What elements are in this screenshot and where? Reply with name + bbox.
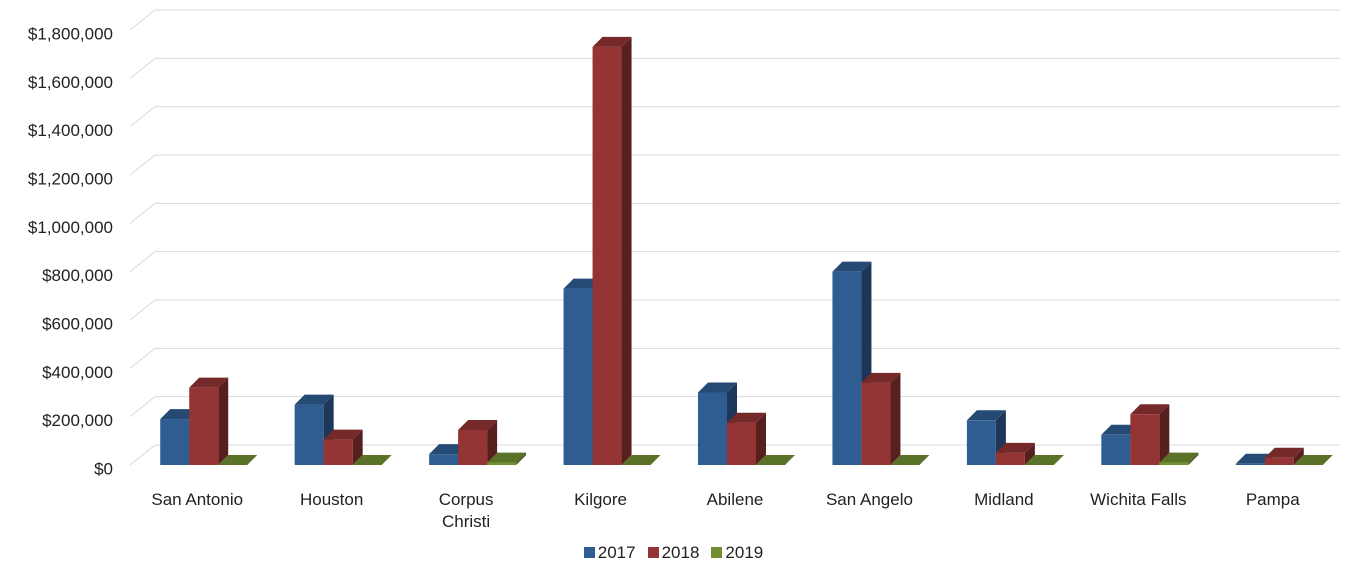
bar-top [861,372,901,383]
bar [294,404,324,465]
bar-side [218,377,229,465]
bar [995,452,1025,465]
y-tick-label: $1,800,000 [28,24,113,43]
grid-line-side [129,444,156,466]
grid-line-side [129,57,156,79]
grid-line-side [129,396,156,418]
bar [1130,414,1160,465]
bar [189,387,219,465]
bar-top [218,455,258,465]
grid-line-side [129,106,156,128]
bar-side [1159,404,1170,465]
bar-side [756,412,766,465]
bar-top [487,452,527,463]
bar [563,288,593,465]
grid-line-side [129,9,156,31]
bar-top [294,394,334,405]
legend-label: 2018 [661,543,700,562]
y-tick-label: $0 [94,459,113,478]
bar [429,454,459,465]
bar [323,439,353,465]
x-tick-label: Wichita Falls [1090,490,1187,509]
bar [160,419,190,465]
bar [861,382,891,465]
bar-top [890,455,930,465]
bar-top [323,429,363,440]
bar-side [890,372,901,465]
grid-line-side [129,154,156,176]
bar-side [352,429,363,465]
bar [592,46,622,466]
legend-label: 2019 [725,543,764,562]
bar-top [189,377,229,388]
bar-top [1159,452,1199,463]
grid-line-side [129,202,156,224]
y-tick-label: $400,000 [42,363,113,382]
legend: 2017 2018 2019 [0,543,1347,563]
bar-top [727,412,766,423]
bar-side [516,452,527,465]
x-tick-label: Kilgore [574,490,627,509]
legend-item: 2018 [647,543,700,563]
bar-side [1024,442,1035,465]
y-tick-label: $800,000 [42,266,113,285]
bar [1235,463,1265,465]
bar-top [352,455,392,465]
bar-top [995,442,1035,453]
bar-top [966,410,1006,421]
bar [698,392,727,465]
y-tick-label: $1,400,000 [28,121,113,140]
bar-top [458,419,498,430]
x-tick-label: San Antonio [151,490,244,509]
x-tick-label: Pampa [1245,490,1300,509]
bar-top [756,455,795,465]
legend-label: 2017 [597,543,636,562]
y-tick-label: $1,000,000 [28,218,113,237]
bar-side [1188,452,1199,465]
bar-top [1293,455,1333,465]
y-tick-label: $1,600,000 [28,73,113,92]
x-tick-label: Corpus Christi [438,490,494,531]
y-tick-label: $600,000 [42,314,113,333]
bar-top [1024,455,1064,465]
bar [487,462,517,465]
legend-item: 2019 [711,543,763,563]
legend-swatch [583,547,595,558]
bar [727,422,756,465]
x-tick-label: Houston [299,490,364,509]
bar [1101,434,1131,465]
x-tick-label: San Angelo [825,490,913,509]
bar-top [1264,447,1304,458]
bar [832,271,862,465]
bar [966,420,996,465]
x-tick-label: Abilene [706,490,764,509]
bar [1159,462,1189,465]
legend-swatch [647,547,659,558]
grid-line-side [129,251,156,273]
bar-top [698,382,737,393]
bar-side [621,36,632,466]
y-tick-label: $1,200,000 [28,169,113,188]
bar-side [487,419,498,465]
bar-top [1130,404,1170,415]
bar-top [592,36,632,47]
bar [458,429,488,465]
legend-item: 2017 [583,543,636,563]
grid-line-side [129,347,156,369]
bar-side [1293,447,1304,465]
bar-top [621,455,661,465]
legend-swatch [711,547,723,558]
bar [1264,457,1294,465]
x-tick-label: Midland [974,490,1034,509]
bar-top [832,261,872,272]
grid-line-side [129,299,156,321]
y-tick-label: $200,000 [42,411,113,430]
